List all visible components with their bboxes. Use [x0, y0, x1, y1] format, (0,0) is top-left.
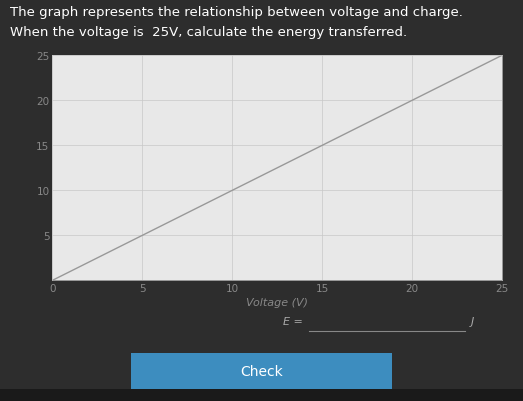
X-axis label: Voltage (V): Voltage (V): [246, 298, 308, 308]
Text: The graph represents the relationship between voltage and charge.: The graph represents the relationship be…: [10, 6, 463, 19]
Text: J: J: [471, 316, 474, 326]
Text: When the voltage is  25V, calculate the energy transferred.: When the voltage is 25V, calculate the e…: [10, 26, 407, 39]
Text: E =: E =: [283, 316, 303, 326]
Text: Check: Check: [240, 364, 283, 378]
